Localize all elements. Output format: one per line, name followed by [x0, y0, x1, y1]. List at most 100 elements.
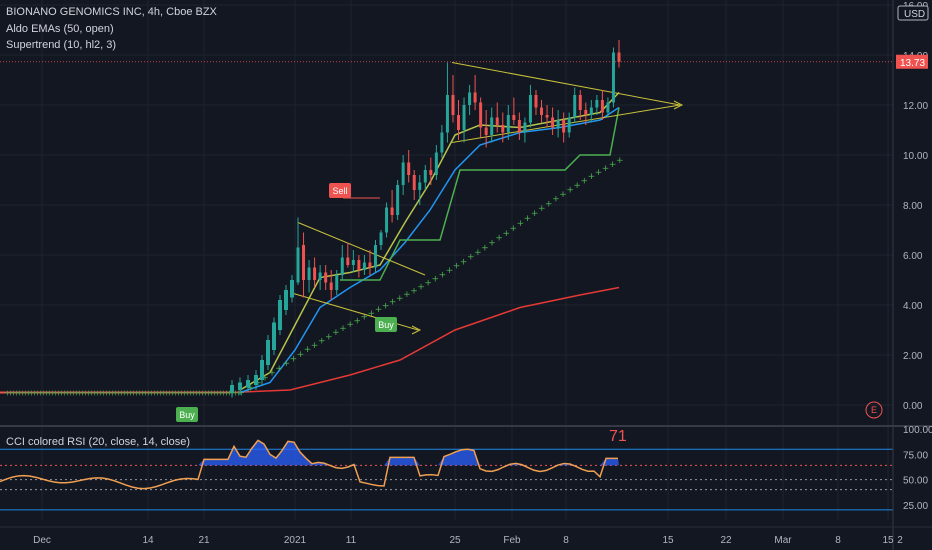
supertrend-dot: + — [34, 389, 41, 398]
last-price-label: 13.73 — [900, 58, 925, 69]
earnings-icon — [865, 401, 883, 419]
currency-label: USD — [904, 9, 925, 20]
candle-body — [484, 127, 488, 135]
candles[interactable] — [230, 40, 621, 398]
candle-body — [562, 120, 566, 133]
trendline-lower-2 — [451, 104, 681, 143]
supertrend-dot: + — [609, 160, 617, 170]
rsi-panel: 100.00 75.00 50.00 25.00 71 — [0, 425, 932, 512]
supertrend-dot: + — [142, 389, 149, 398]
candle-body — [302, 245, 306, 280]
supertrend-dot: + — [226, 389, 233, 398]
candle-body — [368, 262, 372, 268]
candle-body — [290, 280, 294, 298]
currency-box — [897, 5, 929, 21]
supertrend-dot: + — [127, 389, 134, 398]
supertrend-dot: + — [275, 364, 283, 374]
supertrend-dot: + — [10, 389, 17, 398]
candle-body — [335, 275, 339, 290]
supertrend-dot: + — [160, 389, 167, 398]
supertrend-dot: + — [181, 389, 188, 398]
supertrend-dot: + — [353, 316, 361, 326]
supertrend-line: ++++++++++++++++++++++++++++++++++++++++… — [4, 156, 624, 398]
time-tick-label: 11 — [346, 535, 357, 546]
supertrend-dot: + — [396, 294, 404, 304]
supertrend-dot: + — [184, 389, 191, 398]
supertrend-dot: + — [178, 389, 185, 398]
trendline-upper-1 — [297, 222, 426, 276]
supertrend-dot: + — [94, 389, 101, 398]
supertrend-dot: + — [115, 389, 122, 398]
indicator-aldo-emas[interactable]: Aldo EMAs (50, open) — [6, 23, 114, 35]
rsi-tick-label: 75.00 — [903, 450, 928, 461]
indicator-supertrend[interactable]: Supertrend (10, hl2, 3) — [6, 39, 117, 51]
supertrend-dot: + — [559, 190, 567, 200]
time-tick-label: 2021 — [284, 535, 307, 546]
supertrend-step-line — [340, 107, 620, 281]
supertrend-dot: + — [103, 389, 110, 398]
candle-body — [390, 207, 394, 215]
supertrend-dot: + — [148, 389, 155, 398]
supertrend-dot: + — [163, 389, 170, 398]
supertrend-dot: + — [109, 389, 116, 398]
candle-body — [595, 100, 599, 108]
supertrend-dot: + — [91, 389, 98, 398]
candle-body — [396, 185, 400, 215]
supertrend-dot: + — [403, 290, 411, 300]
supertrend-dot: + — [573, 181, 581, 191]
candle-body — [440, 132, 444, 153]
candle-body — [451, 95, 455, 115]
signal-label: Buy — [378, 320, 394, 330]
candle-body — [445, 95, 449, 133]
supertrend-dot: + — [97, 389, 104, 398]
supertrend-dot: + — [524, 214, 532, 224]
supertrend-dot: + — [4, 389, 11, 398]
price-tick-label: 4.00 — [903, 301, 923, 312]
supertrend-dot: + — [76, 389, 83, 398]
supertrend-dot: + — [318, 336, 326, 346]
supertrend-dot: + — [531, 209, 539, 219]
supertrend-dot: + — [205, 389, 212, 398]
supertrend-dot: + — [220, 389, 227, 398]
supertrend-dot: + — [22, 389, 29, 398]
symbol-title: BIONANO GENOMICS INC, 4h, Cboe BZX — [6, 6, 217, 18]
supertrend-dot: + — [121, 389, 128, 398]
supertrend-dot: + — [446, 266, 454, 276]
supertrend-dot: + — [410, 286, 418, 296]
price-tick-label: 0.00 — [903, 401, 923, 412]
supertrend-dot: + — [361, 313, 369, 323]
supertrend-dot: + — [552, 195, 560, 205]
last-price-badge — [896, 54, 928, 69]
candle-body — [246, 380, 250, 388]
rsi-tick-label: 100.00 — [903, 425, 932, 436]
candle-body — [578, 95, 582, 110]
supertrend-dot: + — [151, 389, 158, 398]
supertrend-dot: + — [588, 172, 596, 182]
time-tick-label: 21 — [198, 535, 210, 546]
supertrend-dot: + — [157, 389, 164, 398]
supertrend-dot: + — [460, 257, 468, 267]
supertrend-dot: + — [136, 389, 143, 398]
rsi-panel-title[interactable]: CCI colored RSI (20, close, 14, close) — [6, 436, 191, 448]
supertrend-dot: + — [510, 224, 518, 234]
candle-body — [490, 117, 494, 135]
candle-body — [313, 267, 317, 280]
candle-body — [272, 322, 276, 350]
candle-body — [254, 375, 258, 385]
time-tick-label: Dec — [33, 535, 51, 546]
supertrend-dot: + — [581, 176, 589, 186]
supertrend-dot: + — [439, 270, 447, 280]
candle-body — [238, 382, 242, 390]
supertrend-dot: + — [346, 320, 354, 330]
supertrend-dot: + — [382, 301, 390, 311]
supertrend-dot: + — [79, 389, 86, 398]
supertrend-dot: + — [139, 389, 146, 398]
trendline-arrow — [411, 325, 422, 335]
supertrend-dot: + — [217, 389, 224, 398]
candle-body — [528, 95, 532, 123]
supertrend-dot: + — [61, 389, 68, 398]
buy-signal — [176, 407, 198, 422]
supertrend-dot: + — [154, 389, 161, 398]
supertrend-dot: + — [304, 345, 312, 355]
